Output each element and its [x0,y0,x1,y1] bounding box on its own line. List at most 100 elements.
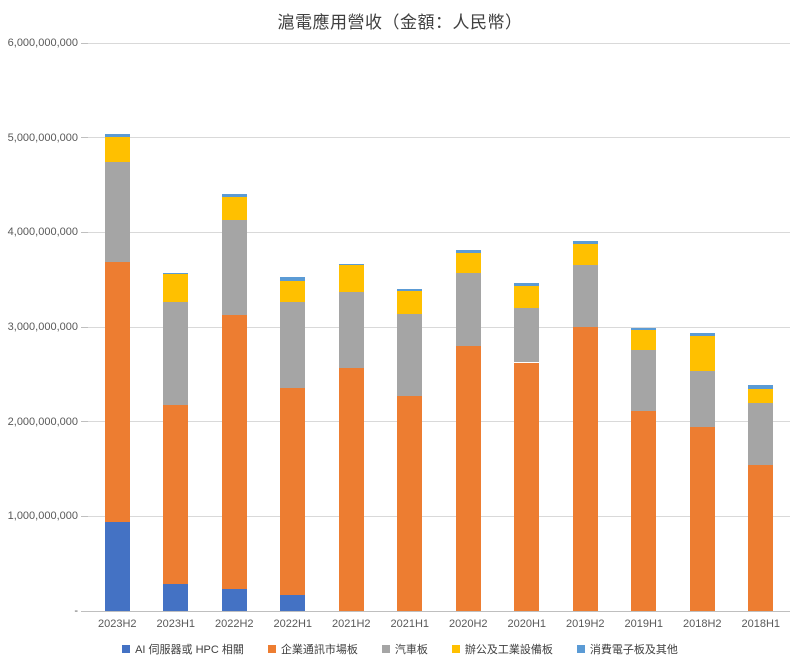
bar-segment-2023H1-企業通訊市場板 [163,405,189,584]
y-axis-tick-mark [81,421,88,423]
bar-segment-2022H2-消費電子板及其他 [221,193,247,197]
bar-segment-2019H1-辦公及工業設備板 [631,330,657,351]
bar-segment-2023H2-辦公及工業設備板 [104,136,130,163]
y-axis-tick-mark [81,137,88,139]
bar-segment-2019H1-汽車板 [631,350,657,412]
gridline [88,515,790,517]
x-axis-label-2019H1: 2019H1 [624,618,664,630]
gridline [88,42,790,44]
legend-label: 汽車板 [394,644,428,656]
legend-label: 辦公及工業設備板 [464,644,553,656]
bar-segment-2019H2-辦公及工業設備板 [572,243,598,265]
chart-legend: AI 伺服器或 HPC 相關 企業通訊市場板 汽車板 辦公及工業設備板 消費電子板及其他 [0,641,800,657]
gridline [88,231,790,233]
bar-segment-2022H1-AI 伺服器或 HPC 相關 [280,594,306,611]
x-axis-label-2022H1: 2022H1 [273,618,313,630]
legend-marker-icon [122,645,131,653]
y-axis-tick-label: 1,000,000,000 [7,510,78,523]
bar-segment-2022H2-汽車板 [221,220,247,315]
bar-segment-2019H1-消費電子板及其他 [631,328,657,331]
bar-segment-2023H2-汽車板 [104,162,130,262]
bar-segment-2021H2-企業通訊市場板 [338,367,364,611]
y-axis-tick-label: 6,000,000,000 [7,37,78,49]
bar-segment-2023H2-企業通訊市場板 [104,261,130,522]
legend-marker-icon [576,645,585,653]
legend-label: 企業通訊市場板 [280,644,358,656]
gridline [88,421,790,423]
bar-segment-2021H1-辦公及工業設備板 [397,291,423,314]
y-axis-tick-label: 4,000,000,000 [7,226,78,239]
x-axis-label-2022H2: 2022H2 [214,618,254,630]
bar-segment-2021H2-消費電子板及其他 [338,263,364,266]
bar-segment-2022H1-企業通訊市場板 [280,387,306,595]
bar-segment-2019H1-企業通訊市場板 [631,411,657,611]
bar-segment-2023H2-AI 伺服器或 HPC 相關 [104,522,130,611]
bar-segment-2018H1-汽車板 [748,402,774,466]
bar-segment-2019H2-汽車板 [572,264,598,327]
legend-item-消費電子板及其他: 消費電子板及其他 [576,641,678,657]
y-axis-tick-label: 2,000,000,000 [7,415,78,428]
bar-segment-2020H1-辦公及工業設備板 [514,285,540,309]
bar-segment-2022H2-企業通訊市場板 [221,314,247,590]
y-axis-tick-mark [81,231,88,233]
bar-segment-2021H1-消費電子板及其他 [397,289,423,292]
legend-item-企業通訊市場板: 企業通訊市場板 [267,641,358,657]
bar-segment-2020H2-企業通訊市場板 [455,345,481,611]
bar-segment-2023H1-辦公及工業設備板 [163,274,189,302]
legend-label: 消費電子板及其他 [589,644,678,656]
bar-segment-2021H1-汽車板 [397,313,423,397]
bar-segment-2020H1-企業通訊市場板 [514,362,540,611]
bar-segment-2022H1-汽車板 [280,302,306,388]
x-axis-label-2018H1: 2018H1 [741,618,781,630]
x-axis-label-2021H1: 2021H1 [390,618,430,630]
bar-segment-2020H1-消費電子板及其他 [514,282,540,286]
x-axis-label-2020H2: 2020H2 [448,618,488,630]
gridline [88,137,790,139]
bar-segment-2022H1-消費電子板及其他 [280,277,306,281]
bar-segment-2019H2-消費電子板及其他 [572,240,598,244]
x-axis-label-2023H2: 2023H2 [97,618,137,630]
bar-segment-2018H1-辦公及工業設備板 [748,388,774,403]
bar-segment-2023H1-汽車板 [163,301,189,406]
bar-segment-2022H2-辦公及工業設備板 [221,196,247,221]
bar-segment-2018H1-企業通訊市場板 [748,465,774,611]
chart-title: 滬電應用營收（金額：人民幣） [277,13,523,32]
x-axis-label-2018H2: 2018H2 [682,618,722,630]
bar-segment-2020H1-汽車板 [514,308,540,363]
x-axis-line [88,610,790,612]
bar-segment-2020H2-消費電子板及其他 [455,249,481,254]
legend-item-辦公及工業設備板: 辦公及工業設備板 [451,641,553,657]
legend-marker-icon [381,645,390,653]
bar-segment-2018H2-汽車板 [689,370,715,428]
bar-segment-2018H1-消費電子板及其他 [748,385,774,389]
bar-segment-2021H2-汽車板 [338,291,364,368]
bar-segment-2021H2-辦公及工業設備板 [338,265,364,292]
bar-segment-2023H2-消費電子板及其他 [104,133,130,137]
y-axis-tick-label: - [74,605,78,617]
bar-segment-2018H2-消費電子板及其他 [689,333,715,337]
bar-segment-2023H1-消費電子板及其他 [163,272,189,275]
bar-segment-2019H2-企業通訊市場板 [572,327,598,611]
bar-segment-2022H1-辦公及工業設備板 [280,280,306,303]
legend-item-AI 伺服器或 HPC 相關: AI 伺服器或 HPC 相關 [122,641,244,657]
y-axis-tick-mark [81,326,88,328]
y-axis-tick-mark [81,610,88,612]
legend-marker-icon [451,645,460,653]
x-axis-label-2020H1: 2020H1 [507,618,547,630]
bar-segment-2018H2-辦公及工業設備板 [689,336,715,371]
gridline [88,326,790,328]
bar-segment-2021H1-企業通訊市場板 [397,396,423,611]
x-axis-label-2021H2: 2021H2 [331,618,371,630]
bar-segment-2023H1-AI 伺服器或 HPC 相關 [163,584,189,611]
x-axis-label-2019H2: 2019H2 [565,618,605,630]
legend-item-汽車板: 汽車板 [381,641,428,657]
bar-segment-2020H2-辦公及工業設備板 [455,253,481,274]
y-axis-tick-label: 3,000,000,000 [7,321,78,333]
x-axis-label-2023H1: 2023H1 [156,618,196,630]
y-axis-tick-label: 5,000,000,000 [7,131,78,144]
bar-segment-2022H2-AI 伺服器或 HPC 相關 [221,589,247,611]
legend-label: AI 伺服器或 HPC 相關 [135,644,244,656]
bar-segment-2018H2-企業通訊市場板 [689,427,715,611]
bar-segment-2020H2-汽車板 [455,273,481,346]
